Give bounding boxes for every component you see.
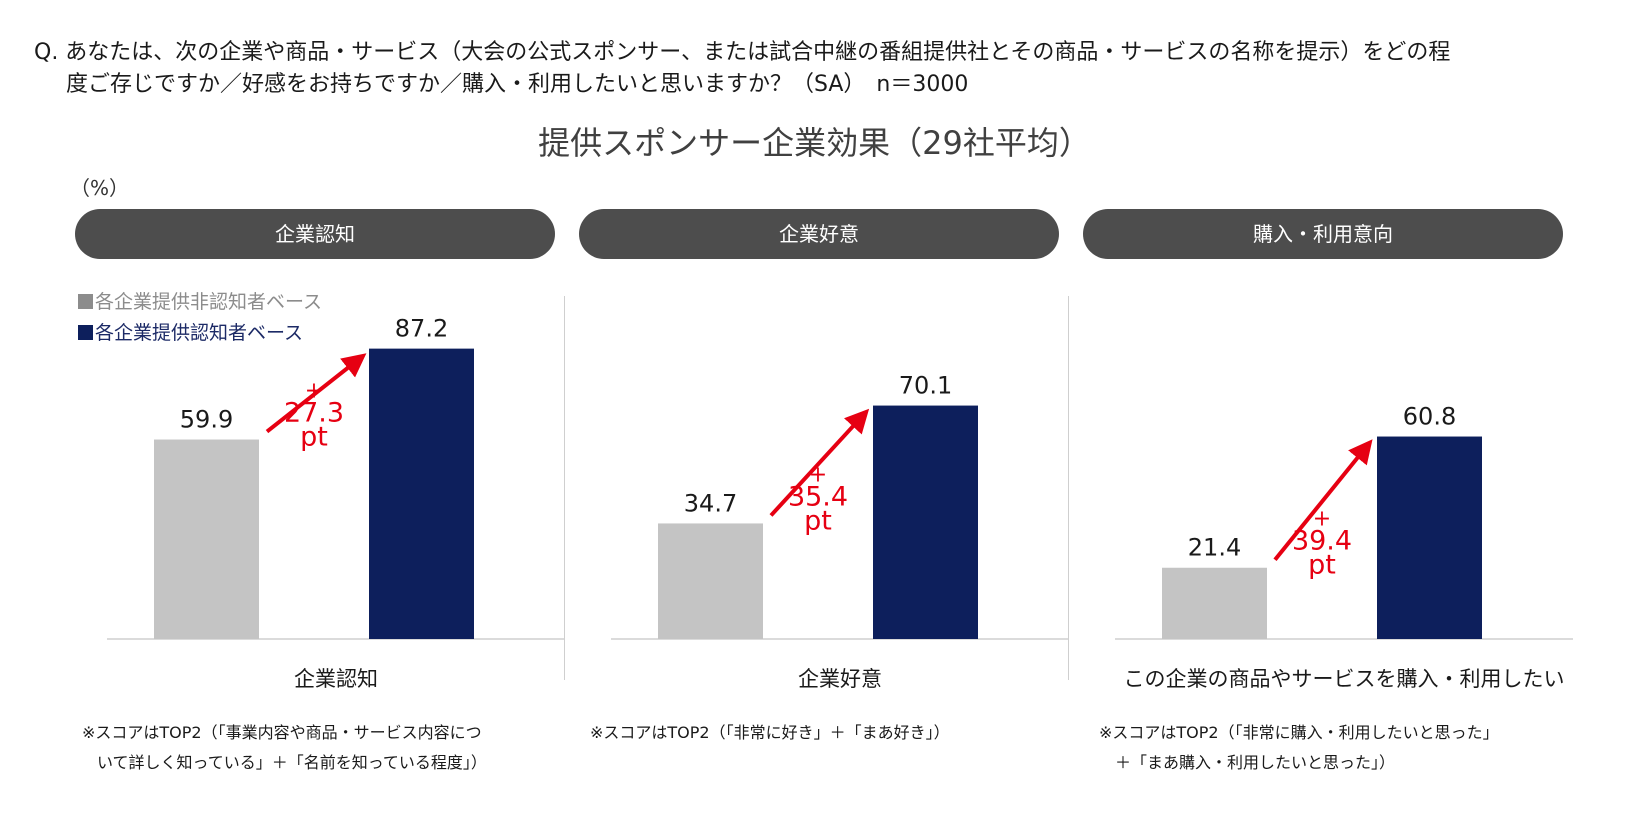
increase-arrow-purchase-intent	[1273, 439, 1373, 561]
diff-sign-purchase-intent: +	[1313, 507, 1331, 532]
diff-unit-purchase-intent: pt	[1308, 550, 1336, 581]
diff-sign-awareness: +	[305, 379, 323, 404]
legend-swatch-non-aware	[78, 294, 93, 309]
category-label-purchase-intent: この企業の商品やサービスを購入・利用したい	[1123, 667, 1565, 691]
value-label-non-aware-awareness: 59.9	[180, 406, 233, 434]
category-label-awareness: 企業認知	[294, 667, 378, 691]
score-note: ※スコアはTOP2（「事業内容や商品・サービス内容につ	[82, 723, 482, 742]
legend-label-non-aware: 各企業提供非認知者ベース	[95, 291, 323, 313]
panel-header-favorability: 企業好意	[579, 209, 1059, 259]
question-line-2: 度ご存じですか／好感をお持ちですか／購入・利用したいと思いますか？（SA） n＝…	[66, 72, 969, 97]
question-line-1: Q. あなたは、次の企業や商品・サービス（大会の公式スポンサー、または試合中継の…	[34, 40, 1451, 65]
score-note: ＋「まあ購入・利用したいと思った」）	[1115, 753, 1396, 772]
unit-label: （%）	[70, 176, 130, 200]
diff-value-awareness: 27.3	[284, 398, 344, 429]
increase-arrow-awareness	[265, 353, 367, 434]
score-note: ※スコアはTOP2（「非常に購入・利用したいと思った」	[1099, 723, 1499, 742]
category-label-favorability: 企業好意	[798, 667, 882, 691]
bar-non-aware-purchase-intent	[1162, 567, 1267, 639]
value-label-aware-awareness: 87.2	[395, 315, 448, 343]
value-label-aware-purchase-intent: 60.8	[1403, 403, 1456, 431]
diff-unit-favorability: pt	[804, 505, 832, 536]
legend-item-aware: 各企業提供認知者ベース	[78, 318, 303, 345]
diff-value-favorability: 35.4	[788, 481, 848, 512]
bar-aware-awareness	[369, 348, 474, 639]
value-label-non-aware-purchase-intent: 21.4	[1188, 534, 1241, 562]
increase-arrow-favorability	[769, 408, 870, 517]
panel-divider	[1068, 296, 1069, 680]
legend-label-aware: 各企業提供認知者ベース	[95, 322, 304, 344]
value-label-non-aware-favorability: 34.7	[684, 489, 737, 517]
score-note: いて詳しく知っている」＋「名前を知っている程度」）	[97, 753, 487, 772]
score-note: ※スコアはTOP2（「非常に好き」＋「まあ好き」）	[590, 723, 950, 742]
bar-non-aware-favorability	[658, 523, 763, 639]
bar-aware-favorability	[873, 405, 978, 639]
chart-title: 提供スポンサー企業効果（29社平均）	[538, 124, 1091, 162]
legend-swatch-aware	[78, 325, 93, 340]
panel-header-awareness: 企業認知	[75, 209, 555, 259]
bar-aware-purchase-intent	[1377, 436, 1482, 639]
legend-item-non-aware: 各企業提供非認知者ベース	[78, 287, 322, 314]
value-label-aware-favorability: 70.1	[899, 372, 952, 400]
panel-header-purchase-intent: 購入・利用意向	[1083, 209, 1563, 259]
diff-value-purchase-intent: 39.4	[1292, 526, 1352, 557]
diff-sign-favorability: +	[809, 462, 827, 487]
bar-non-aware-awareness	[154, 439, 259, 639]
diff-unit-awareness: pt	[300, 422, 328, 453]
panel-divider	[564, 296, 565, 680]
